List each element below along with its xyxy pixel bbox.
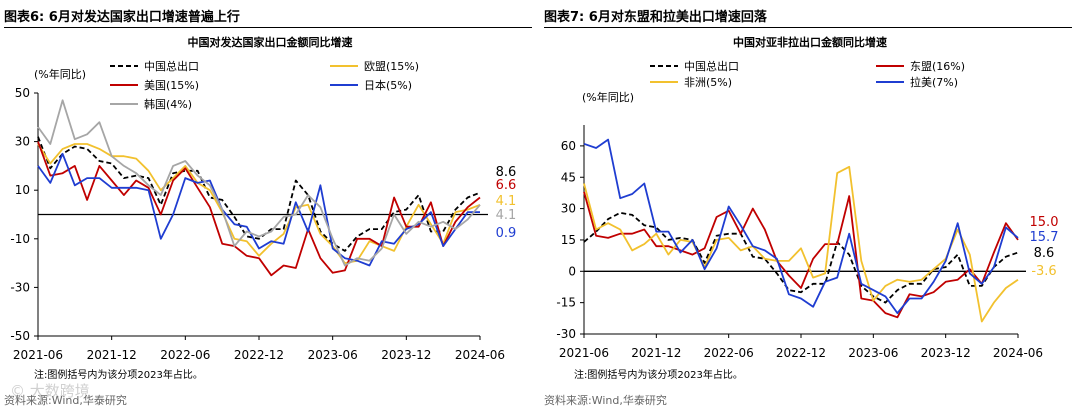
title-rule [544, 27, 1072, 28]
series-line [37, 99, 481, 267]
end-value-label: 15.7 [1030, 230, 1059, 245]
chart-title: 中国对亚非拉出口金额同比增速 [733, 36, 887, 49]
x-tick-label: 2023-06 [848, 346, 898, 360]
x-tick-label: 2024-06 [993, 346, 1043, 360]
x-tick-label: 2022-06 [160, 348, 210, 362]
x-tick-label: 2022-12 [234, 348, 284, 362]
y-axis-label: (%年同比) [34, 67, 86, 81]
series-line [583, 191, 1019, 319]
end-value-label: 0.9 [496, 226, 517, 241]
source-text: 资料来源:Wind,华泰研究 [4, 394, 127, 407]
y-tick-label: -10 [10, 232, 30, 246]
legend: 中国总出口 东盟(16%) 非洲(5%) 拉美(7%) [650, 59, 965, 89]
legend-label: 日本(5%) [364, 78, 412, 92]
legend-label: 中国总出口 [684, 59, 739, 73]
y-tick-label: 15 [561, 233, 576, 247]
x-tick-label: 2021-06 [559, 346, 609, 360]
legend-label: 拉美(7%) [910, 75, 958, 89]
line-chart: (%年同比) 中国总出口 欧盟(15%) 美国(15%) 日本(5%) 韩国(4… [10, 59, 517, 362]
title-rule [4, 27, 532, 28]
x-tick-label: 2022-06 [704, 346, 754, 360]
series-line [37, 143, 481, 265]
x-tick-label: 2024-06 [455, 348, 505, 362]
legend-label: 中国总出口 [144, 59, 199, 73]
series-line [37, 141, 481, 277]
line-chart: (%年同比) 中国总出口 东盟(16%) 非洲(5%) 拉美(7%) -30 -1… [556, 59, 1059, 360]
end-value-label: 4.1 [496, 194, 517, 209]
x-tick-label: 2023-12 [921, 346, 971, 360]
y-tick-label: -30 [10, 280, 30, 294]
y-tick-label: 30 [561, 202, 576, 216]
series-line [583, 138, 1019, 315]
y-tick-label: -30 [556, 327, 576, 341]
y-tick-label: -50 [10, 329, 30, 343]
chart-note: 注:图例括号内为该分项2023年占比。 [34, 370, 203, 381]
legend-label: 欧盟(15%) [364, 60, 419, 73]
legend-label: 美国(15%) [144, 79, 199, 92]
chart-panel-left: 图表6: 6月对发达国家出口增速普遍上行 中国对发达国家出口金额同比增速 (%年… [4, 10, 532, 407]
end-value-label: 15.0 [1030, 215, 1059, 230]
watermark: © 大数跨境 [10, 382, 90, 400]
end-value-label: 8.6 [1034, 246, 1055, 261]
legend-label: 韩国(4%) [144, 97, 192, 111]
end-value-label: 8.6 [496, 165, 517, 180]
figure-title: 图表6: 6月对发达国家出口增速普遍上行 [4, 10, 240, 25]
series-line [583, 211, 1019, 304]
source-text: 资料来源:Wind,华泰研究 [544, 394, 667, 407]
x-tick-label: 2021-12 [631, 346, 681, 360]
x-tick-label: 2022-12 [776, 346, 826, 360]
chart-title: 中国对发达国家出口金额同比增速 [187, 36, 353, 49]
x-tick-label: 2021-06 [13, 348, 63, 362]
y-tick-label: 0 [568, 264, 576, 278]
legend-label: 东盟(16%) [910, 60, 965, 73]
y-tick-label: -15 [556, 296, 576, 310]
y-tick-label: 45 [561, 170, 576, 184]
chart-note: 注:图例括号内为该分项2023年占比。 [574, 370, 743, 381]
legend-label: 非洲(5%) [684, 76, 732, 89]
y-axis-label: (%年同比) [582, 90, 634, 104]
legend: 中国总出口 欧盟(15%) 美国(15%) 日本(5%) 韩国(4%) [110, 59, 419, 111]
figure-title: 图表7: 6月对东盟和拉美出口增速回落 [544, 10, 767, 25]
x-tick-label: 2023-06 [308, 348, 358, 362]
series-line [37, 136, 481, 252]
y-tick-label: 60 [561, 139, 576, 153]
end-value-label: 6.6 [496, 178, 517, 193]
y-tick-label: 10 [15, 183, 30, 197]
end-value-label: 4.1 [496, 208, 517, 223]
end-value-label: -3.6 [1031, 264, 1056, 279]
chart-panel-right: 图表7: 6月对东盟和拉美出口增速回落 中国对亚非拉出口金额同比增速 (%年同比… [540, 0, 1080, 412]
x-tick-label: 2021-12 [87, 348, 137, 362]
y-tick-label: 30 [15, 135, 30, 149]
y-tick-label: 50 [15, 86, 30, 100]
series-line [37, 152, 480, 267]
x-tick-label: 2023-12 [381, 348, 431, 362]
